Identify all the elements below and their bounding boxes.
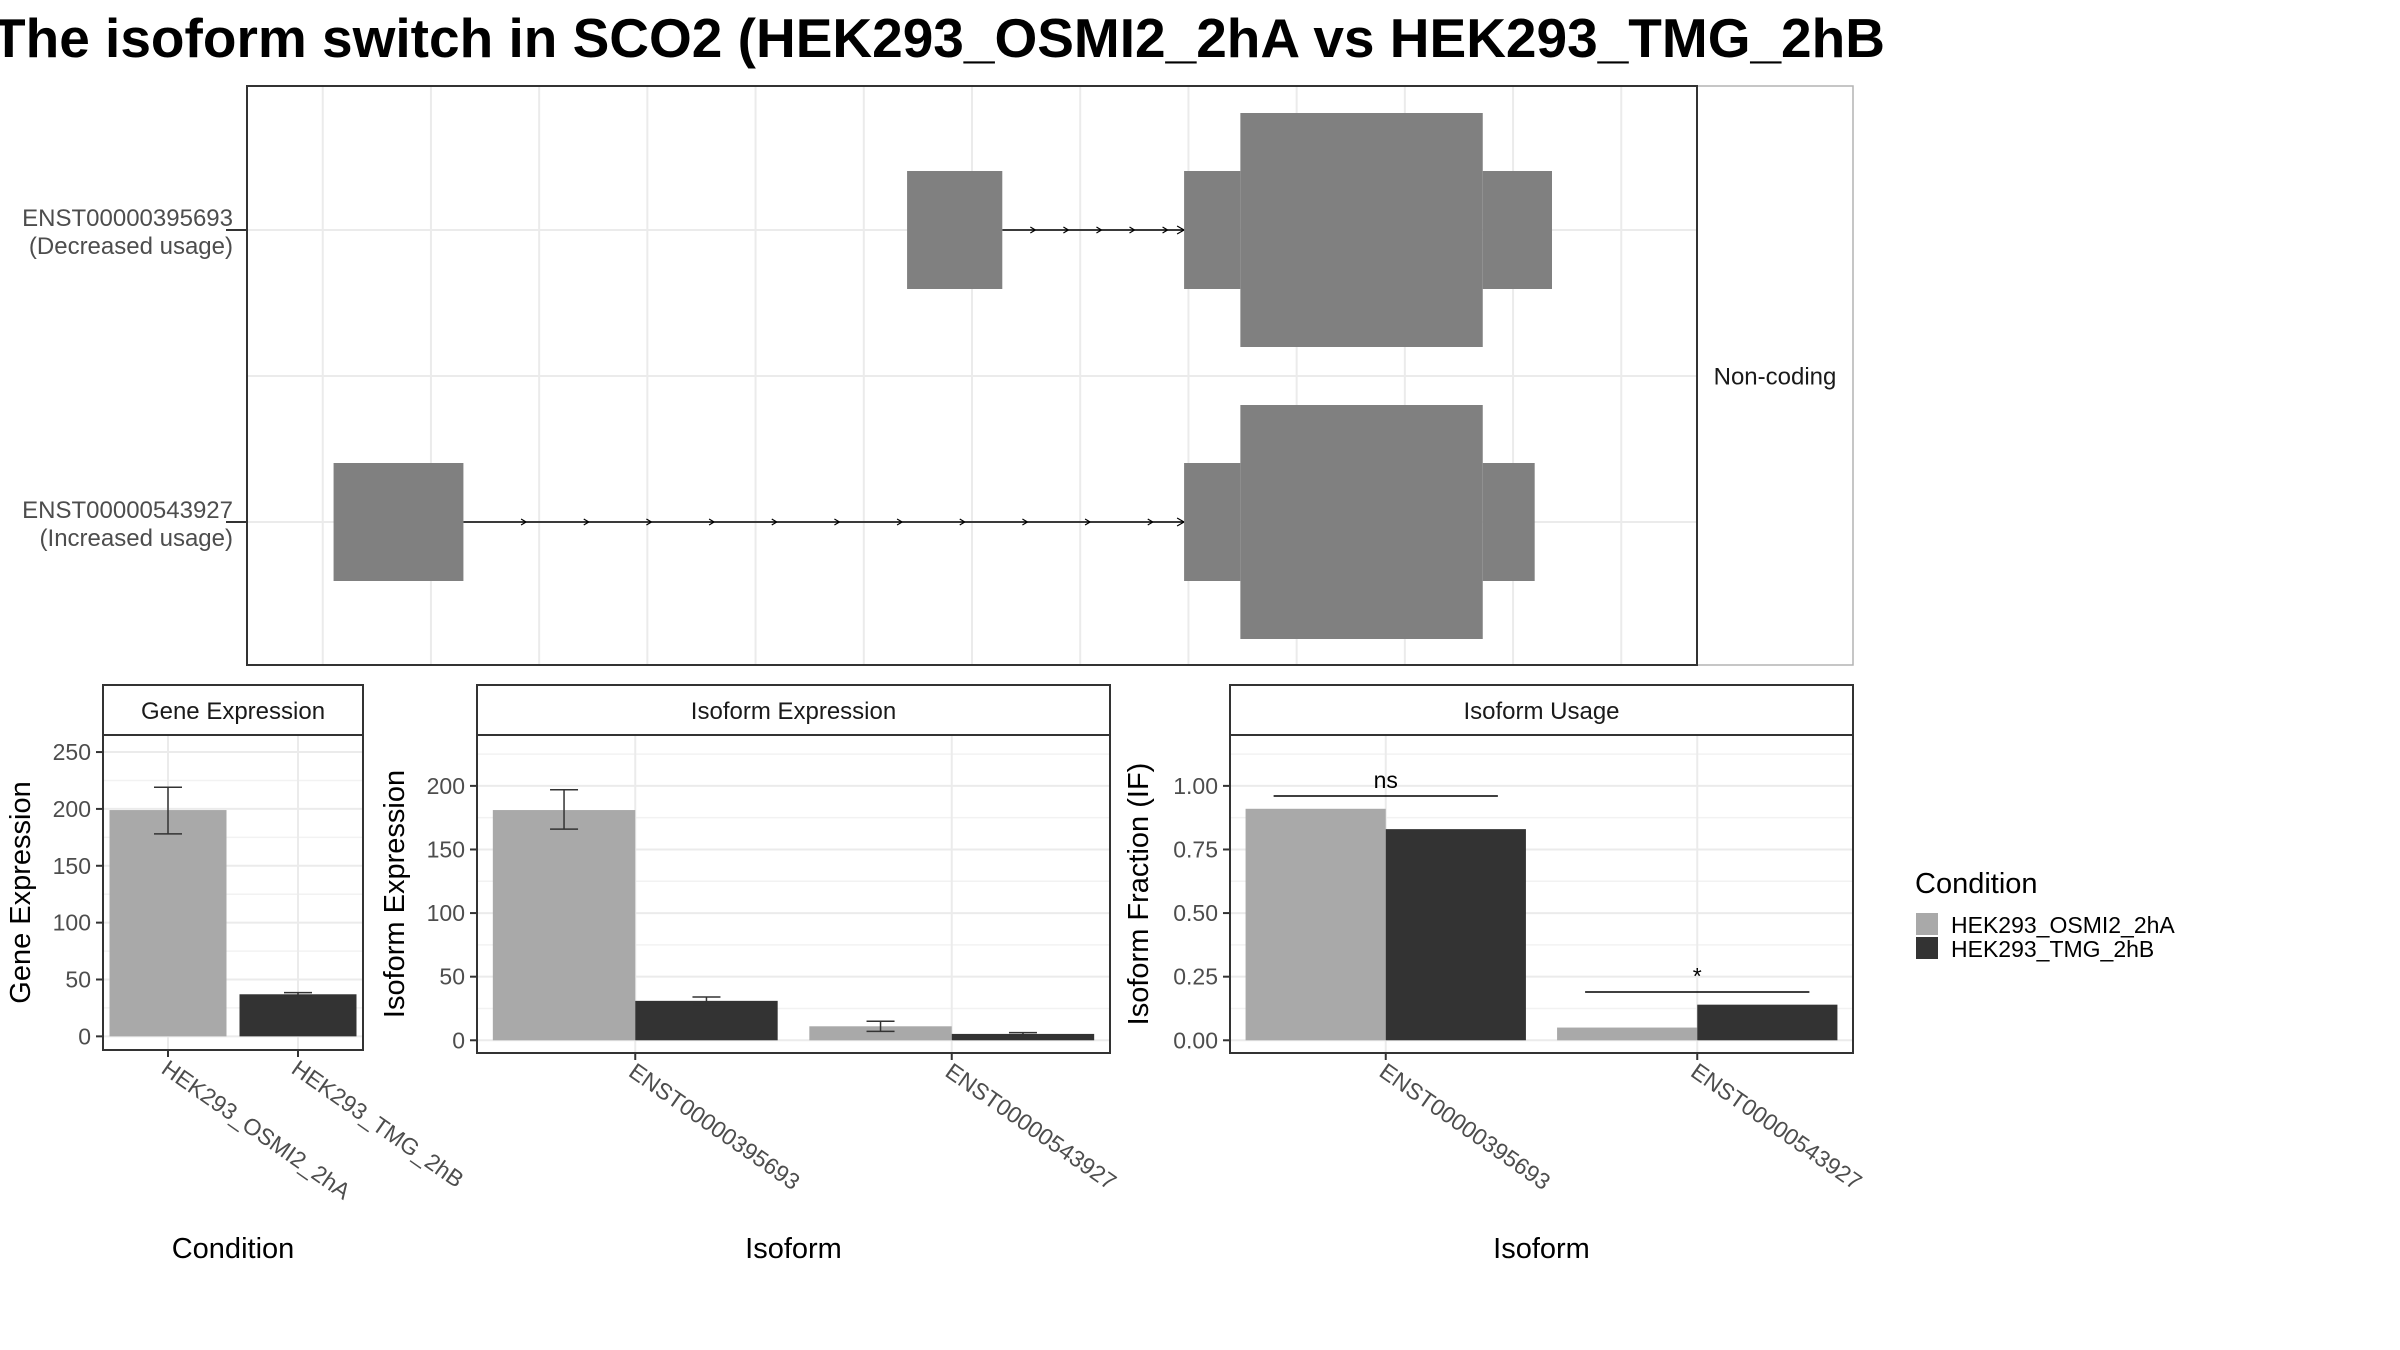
isoform-usage-panel: Isoform Usage 0.00 0.25 0.50 0.75 1.00 ENST000… <box>1123 684 1867 1265</box>
intron-arrow <box>1030 226 1037 234</box>
bar <box>809 1026 952 1041</box>
y-tick-label: 50 <box>439 964 465 990</box>
y-tick-label: 0.75 <box>1173 836 1218 862</box>
y-tick-label: 0.25 <box>1173 964 1218 990</box>
bar <box>239 994 357 1037</box>
intron-arrow <box>646 518 653 526</box>
legend-label-cond2: HEK293_TMG_2hB <box>1951 936 2154 962</box>
isoform-expression-panel: Isoform Expression 0 50 100 150 200 ENST000003… <box>379 684 1121 1265</box>
exon <box>907 171 1003 289</box>
y-tick-label: 0 <box>452 1027 465 1053</box>
intron-arrow <box>1022 518 1029 526</box>
structure-panel-frame <box>246 85 1698 666</box>
x-tick-label: ENST00000543927 <box>1686 1058 1866 1195</box>
gene-structure-panel: Non-coding ENST00000395693 (Decreased usag… <box>22 85 1854 666</box>
legend-key-cond2 <box>1916 937 1938 959</box>
intron-arrow <box>834 518 841 526</box>
x-tick-label: ENST00000395693 <box>1375 1058 1555 1195</box>
transcript-usage: (Decreased usage) <box>29 233 233 260</box>
panel-frame <box>1229 734 1854 1054</box>
bar <box>951 1033 1095 1041</box>
panel-frame <box>476 734 1111 1054</box>
intron-arrow <box>959 518 966 526</box>
facet-label: Non-coding <box>1714 364 1837 391</box>
bar <box>1385 829 1526 1041</box>
y-tick-label: 1.00 <box>1173 773 1218 799</box>
transcript-label: ENST00000543927 (Increased usage) <box>22 497 233 552</box>
intron-arrow <box>771 518 778 526</box>
figure-title: The isoform switch in SCO2 (HEK293_OSMI2… <box>0 7 1885 69</box>
panel-title: Isoform Usage <box>1463 698 1619 725</box>
facet-strip <box>1696 85 1854 666</box>
intron-arrow <box>1096 226 1103 234</box>
y-axis-title: Isoform Fraction (IF) <box>1123 763 1155 1026</box>
y-tick-label: 200 <box>427 773 465 799</box>
x-axis-title: Condition <box>172 1233 295 1265</box>
transcript-usage: (Increased usage) <box>40 525 233 552</box>
intron-arrow <box>896 518 904 526</box>
x-tick-label: ENST00000543927 <box>941 1058 1121 1195</box>
x-axis-title: Isoform <box>1493 1233 1590 1265</box>
intron-arrow <box>583 518 590 526</box>
exon <box>1240 405 1483 639</box>
intron-arrow <box>1129 226 1136 234</box>
intron-arrow <box>1084 518 1092 526</box>
significance-label: ns <box>1374 767 1398 793</box>
exon <box>333 463 464 581</box>
legend-title: Condition <box>1915 868 2038 900</box>
bar <box>109 810 227 1037</box>
condition-legend: Condition HEK293_OSMI2_2hA HEK293_TMG_2h… <box>1915 868 2175 962</box>
intron-arrow <box>1063 226 1070 234</box>
panel-strip <box>102 684 364 736</box>
bar <box>1245 808 1386 1041</box>
bar <box>492 810 636 1041</box>
exon <box>1482 463 1535 581</box>
transcript-label: ENST00000395693 (Decreased usage) <box>22 205 233 260</box>
exon <box>1184 171 1241 289</box>
x-axis-title: Isoform <box>745 1233 842 1265</box>
significance-label: * <box>1693 963 1702 989</box>
y-axis-title: Isoform Expression <box>379 770 411 1018</box>
transcript-name: ENST00000543927 <box>22 497 233 524</box>
bar <box>635 1000 778 1041</box>
bar <box>1557 1027 1698 1041</box>
y-tick-label: 0.50 <box>1173 900 1218 926</box>
x-tick-label: ENST00000395693 <box>624 1058 804 1195</box>
intron-arrow <box>520 518 528 526</box>
intron-arrow <box>1147 518 1154 526</box>
y-tick-label: 150 <box>427 836 465 862</box>
y-tick-label: 50 <box>65 966 91 992</box>
panel-strip <box>476 684 1111 736</box>
panel-title: Gene Expression <box>141 698 325 725</box>
exon <box>1184 463 1241 581</box>
legend-key-cond1 <box>1916 913 1938 935</box>
exon <box>1240 113 1483 347</box>
bar <box>1697 1004 1838 1041</box>
intron-arrow <box>1162 226 1169 234</box>
y-axis-title: Gene Expression <box>5 781 37 1003</box>
legend-label-cond1: HEK293_OSMI2_2hA <box>1951 912 2175 938</box>
y-tick-label: 0 <box>78 1023 91 1049</box>
exon <box>1482 171 1552 289</box>
panel-strip <box>1229 684 1854 736</box>
panel-frame <box>102 734 364 1051</box>
y-tick-label: 0.00 <box>1173 1027 1218 1053</box>
y-tick-label: 250 <box>53 739 91 765</box>
y-tick-label: 100 <box>427 900 465 926</box>
intron-arrow <box>708 518 716 526</box>
y-tick-label: 200 <box>53 796 91 822</box>
y-tick-label: 100 <box>53 910 91 936</box>
transcript-name: ENST00000395693 <box>22 205 233 232</box>
panel-title: Isoform Expression <box>691 698 896 725</box>
y-tick-label: 150 <box>53 853 91 879</box>
